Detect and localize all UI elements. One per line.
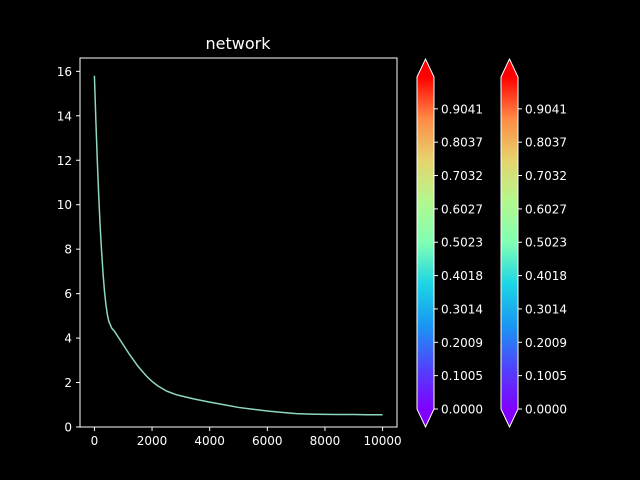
colorbar-extend-max [417,59,434,77]
y-tick-label: 2 [64,376,72,390]
colorbar-extend-min [417,409,434,427]
colorbar-tick-label: 0.2009 [441,336,483,350]
colorbar-tick-label: 0.8037 [441,136,483,150]
y-tick-label: 6 [64,287,72,301]
colorbar-tick-label: 0.1005 [525,369,567,383]
y-tick-label: 14 [57,109,72,123]
colorbar-tick-label: 0.5023 [441,236,483,250]
colorbar-gradient [417,77,434,409]
colorbar-gradient [501,77,518,409]
x-tick-label: 4000 [194,434,225,448]
colorbar-tick-label: 0.8037 [525,136,567,150]
main-axes: 0 2000 4000 6000 8000 10000 0 2 4 6 8 10 12 14 16 [57,57,402,448]
colorbar-tick-label: 0.4018 [441,269,483,283]
colorbar-tick-label: 0.7032 [441,169,483,183]
colorbar-tick-label: 0.3014 [525,302,567,316]
colorbar-tick-label: 0.7032 [525,169,567,183]
colorbar-tick-label: 0.0000 [441,403,483,417]
x-tick-label: 10000 [363,434,401,448]
colorbar-extend-min [501,409,518,427]
chart-title: network [206,34,272,53]
colorbar-2: 0.0000 0.1005 0.2009 0.3014 0.4018 0.5023 0.60… [500,57,567,429]
colorbars: 0.0000 0.1005 0.2009 0.3014 0.4018 0.5023 0.60… [416,57,567,429]
x-tick-label: 6000 [252,434,283,448]
y-tick-label: 4 [64,332,72,346]
colorbar-tick-label: 0.5023 [525,236,567,250]
colorbar-tick-label: 0.2009 [525,336,567,350]
y-tick-label: 12 [57,154,72,168]
colorbar-tick-label: 0.4018 [525,269,567,283]
colorbar-tick-label: 0.9041 [441,102,483,116]
y-tick-label: 16 [57,65,72,79]
plot-frame [79,57,398,428]
y-tick-label: 10 [57,198,72,212]
colorbar-tick-label: 0.9041 [525,102,567,116]
colorbar-tick-label: 0.6027 [525,202,567,216]
x-tick-label: 0 [91,434,99,448]
x-tick-label: 2000 [137,434,168,448]
y-tick-label: 0 [64,421,72,435]
x-tick-label: 8000 [310,434,341,448]
colorbar-1: 0.0000 0.1005 0.2009 0.3014 0.4018 0.5023 0.60… [416,57,483,429]
colorbar-tick-label: 0.0000 [525,403,567,417]
colorbar-tick-label: 0.1005 [441,369,483,383]
colorbar-tick-label: 0.6027 [441,202,483,216]
colorbar-extend-max [501,59,518,77]
y-tick-label: 8 [64,243,72,257]
colorbar-tick-label: 0.3014 [441,302,483,316]
series-line [93,75,383,416]
